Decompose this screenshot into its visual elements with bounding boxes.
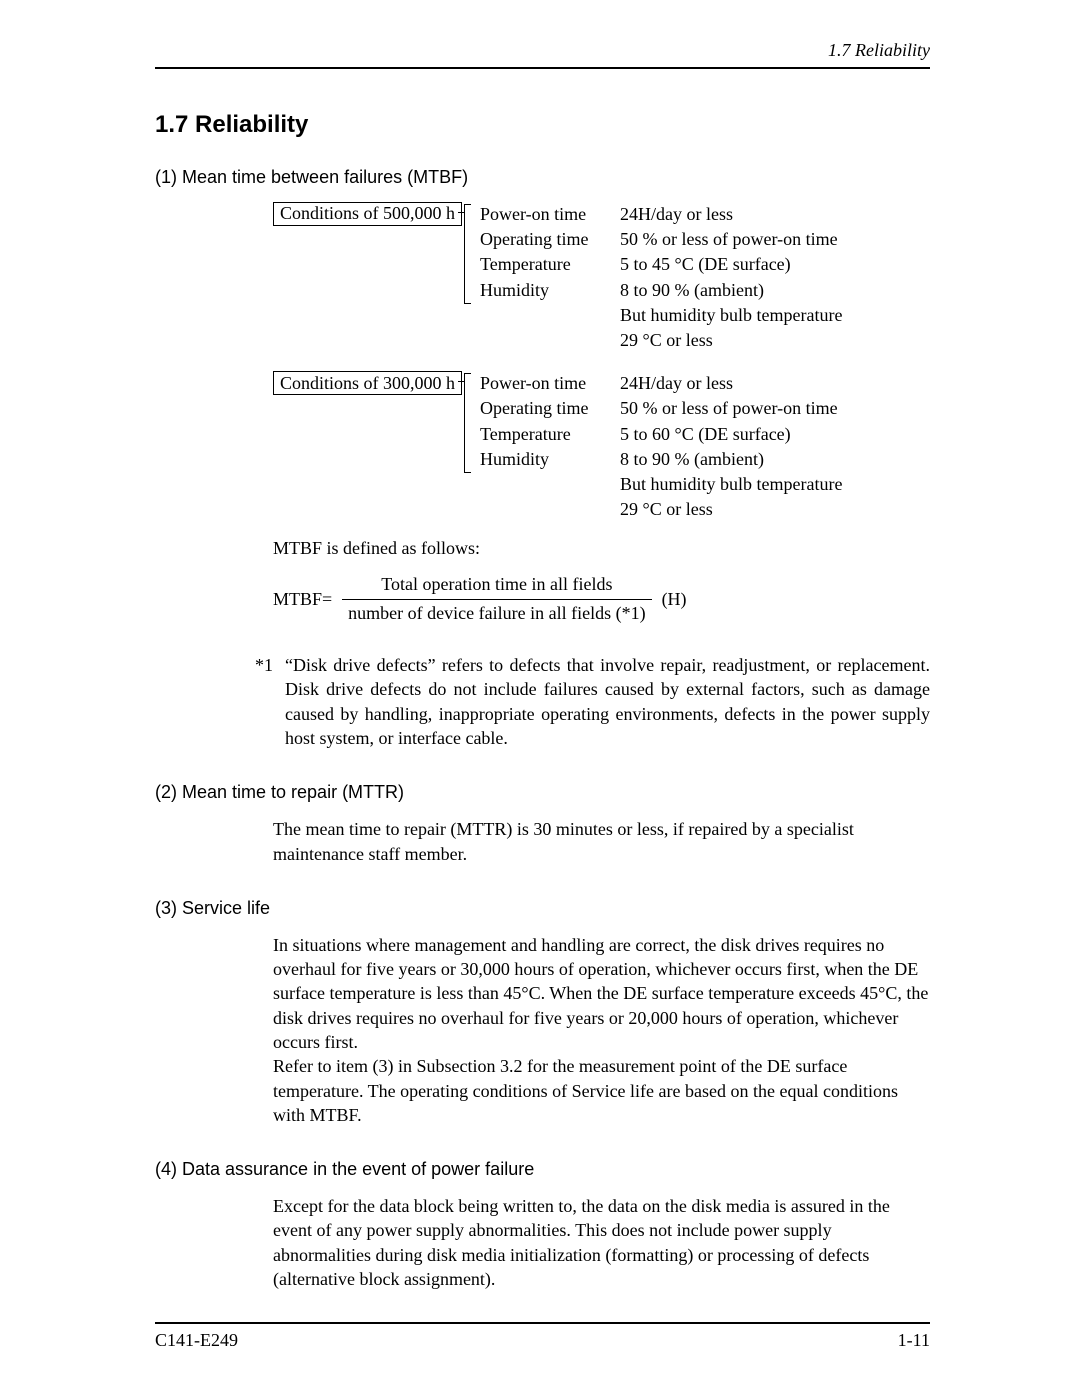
page: 1.7 Reliability 1.7 Reliability (1) Mean… (0, 0, 1080, 1397)
mtbf-formula: MTBF= Total operation time in all fields… (273, 573, 930, 625)
cond-value: 8 to 90 % (ambient) (620, 447, 842, 472)
conditions-500k: Conditions of 500,000 h Power-on time 24… (273, 202, 930, 353)
page-number: 1-11 (898, 1330, 930, 1351)
mtbf-defined-text: MTBF is defined as follows: (273, 538, 930, 559)
cond-value: 24H/day or less (620, 202, 842, 227)
footnote-1: *1 “Disk drive defects” refers to defect… (255, 653, 930, 750)
section-title: 1.7 Reliability (155, 111, 930, 139)
running-head: 1.7 Reliability (155, 40, 930, 69)
service-life-text: In situations where management and handl… (273, 933, 930, 1127)
cond-value: 5 to 60 °C (DE surface) (620, 422, 842, 447)
formula-denominator: number of device failure in all fields (… (342, 600, 651, 625)
formula-fraction: Total operation time in all fields numbe… (342, 573, 651, 625)
cond-extra: But humidity bulb temperature (620, 472, 842, 497)
cond-300k-label: Conditions of 300,000 h (273, 371, 462, 395)
subhead-mtbf: (1) Mean time between failures (MTBF) (155, 167, 930, 188)
footnote-marker: *1 (255, 653, 285, 750)
mttr-text: The mean time to repair (MTTR) is 30 min… (273, 817, 930, 866)
cond-500k-rows: Power-on time 24H/day or less Operating … (480, 202, 842, 353)
formula-numerator: Total operation time in all fields (375, 573, 618, 598)
cond-value: 8 to 90 % (ambient) (620, 278, 842, 303)
doc-id: C141-E249 (155, 1330, 238, 1351)
cond-extra: But humidity bulb temperature (620, 303, 842, 328)
conditions-300k: Conditions of 300,000 h Power-on time 24… (273, 371, 930, 522)
data-assurance-text: Except for the data block being written … (273, 1194, 930, 1291)
subhead-data-assurance: (4) Data assurance in the event of power… (155, 1159, 930, 1180)
footnote-text: “Disk drive defects” refers to defects t… (285, 653, 930, 750)
cond-key: Power-on time (480, 202, 610, 227)
cond-value: 50 % or less of power-on time (620, 227, 842, 252)
cond-500k-label: Conditions of 500,000 h (273, 202, 462, 226)
cond-key: Operating time (480, 227, 610, 252)
subhead-mttr: (2) Mean time to repair (MTTR) (155, 782, 930, 803)
cond-key: Humidity (480, 278, 610, 303)
cond-300k-rows: Power-on time 24H/day or less Operating … (480, 371, 842, 522)
cond-value: 24H/day or less (620, 371, 842, 396)
bracket-icon (464, 202, 476, 306)
formula-unit: (H) (662, 589, 687, 610)
cond-key: Temperature (480, 252, 610, 277)
subhead-service-life: (3) Service life (155, 898, 930, 919)
cond-key: Operating time (480, 396, 610, 421)
cond-value: 50 % or less of power-on time (620, 396, 842, 421)
bracket-icon (464, 371, 476, 475)
page-footer: C141-E249 1-11 (155, 1322, 930, 1351)
cond-extra: 29 °C or less (620, 328, 842, 353)
formula-lhs: MTBF= (273, 589, 332, 610)
cond-key: Temperature (480, 422, 610, 447)
cond-extra: 29 °C or less (620, 497, 842, 522)
cond-value: 5 to 45 °C (DE surface) (620, 252, 842, 277)
cond-key: Power-on time (480, 371, 610, 396)
cond-key: Humidity (480, 447, 610, 472)
